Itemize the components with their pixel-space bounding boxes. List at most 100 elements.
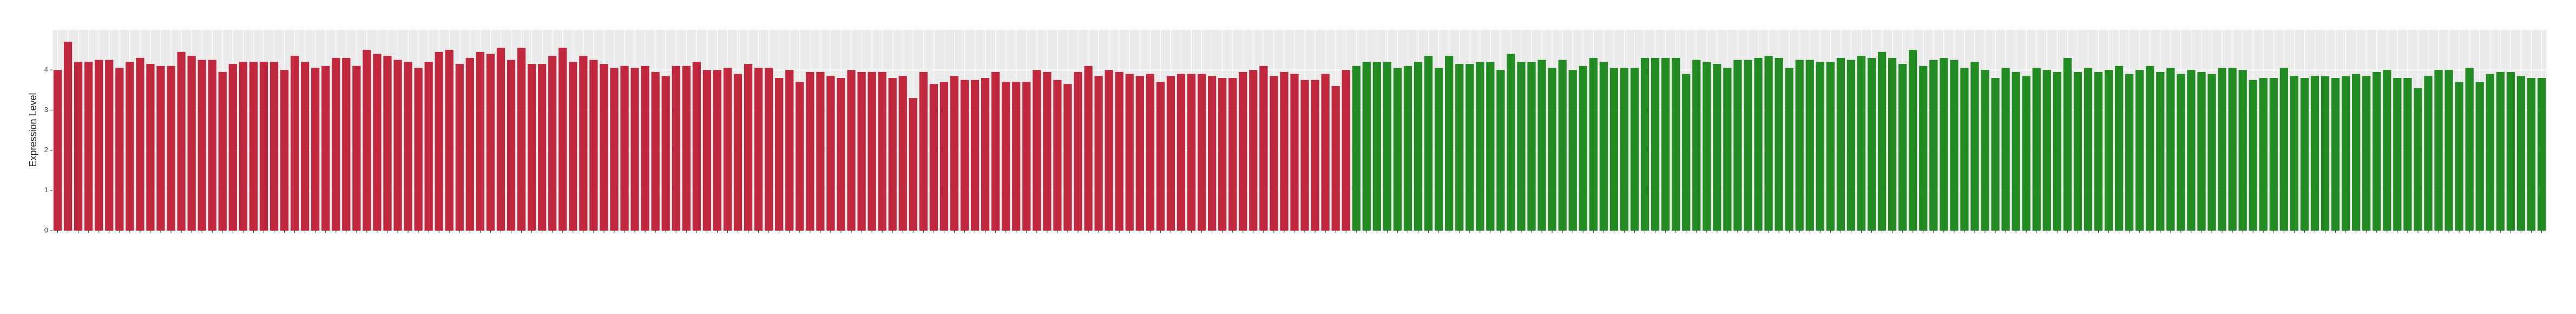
- bar: [342, 57, 351, 231]
- bar: [1630, 68, 1639, 231]
- bar: [960, 80, 969, 231]
- bar: [651, 71, 660, 231]
- bar: [2114, 66, 2124, 231]
- bar: [2352, 74, 2361, 231]
- bar: [909, 98, 917, 231]
- bar: [1063, 84, 1072, 231]
- bar: [1970, 62, 1979, 231]
- bar: [2393, 78, 2402, 231]
- bar: [713, 70, 722, 231]
- bar: [702, 70, 712, 231]
- bar: [1300, 80, 1309, 231]
- bar: [1867, 57, 1876, 231]
- bar: [1703, 62, 1711, 231]
- bar: [2022, 76, 2030, 231]
- bar: [2331, 78, 2340, 231]
- bar: [1609, 68, 1619, 231]
- bar: [826, 76, 835, 231]
- bar: [1383, 62, 1392, 231]
- bar: [1846, 60, 1856, 231]
- bar: [723, 68, 732, 231]
- bar: [2135, 70, 2144, 231]
- bar: [2465, 68, 2474, 231]
- bar: [1033, 70, 1041, 231]
- bar: [352, 66, 361, 231]
- bar: [517, 48, 526, 231]
- bar: [868, 71, 876, 231]
- bar: [1558, 60, 1567, 231]
- bar: [837, 78, 845, 231]
- bar: [476, 51, 485, 231]
- bar: [1156, 82, 1165, 231]
- bar: [2249, 80, 2257, 231]
- bar: [1960, 68, 1969, 231]
- bar: [1207, 76, 1217, 231]
- bar: [970, 80, 980, 231]
- bar: [1744, 60, 1752, 231]
- bar: [2207, 74, 2216, 231]
- bar: [1239, 71, 1247, 231]
- bar: [1012, 82, 1021, 231]
- bar: [1218, 78, 1227, 231]
- bar: [2475, 82, 2484, 231]
- bar: [2238, 70, 2247, 231]
- bar: [53, 70, 62, 231]
- bar: [620, 66, 629, 231]
- bar: [1445, 56, 1454, 231]
- bar: [198, 60, 206, 231]
- bar: [2527, 78, 2536, 231]
- bar: [2506, 71, 2515, 231]
- bar: [2341, 76, 2350, 231]
- bar: [569, 62, 577, 231]
- bar: [600, 64, 608, 231]
- bar: [1898, 64, 1907, 231]
- bar: [1146, 74, 1154, 231]
- bar: [321, 66, 330, 231]
- bar: [2042, 70, 2051, 231]
- y-tick-label: 1: [44, 186, 48, 194]
- bar: [1177, 74, 1186, 231]
- bar: [2156, 71, 2165, 231]
- bar: [1651, 57, 1660, 231]
- bar: [2373, 71, 2381, 231]
- bar: [84, 62, 93, 231]
- bar: [95, 60, 103, 231]
- bar: [1466, 64, 1474, 231]
- bar: [228, 64, 237, 231]
- bar: [1249, 70, 1258, 231]
- bar: [2187, 70, 2196, 231]
- bar: [332, 57, 340, 231]
- bar: [2383, 70, 2391, 231]
- bar: [1816, 62, 1824, 231]
- bar: [641, 66, 649, 231]
- bar: [2032, 68, 2041, 231]
- bar: [1950, 60, 1959, 231]
- bar: [424, 62, 433, 231]
- bar: [765, 68, 773, 231]
- bar: [373, 54, 382, 231]
- bar: [1713, 64, 1721, 231]
- bar: [991, 71, 1000, 231]
- bar: [2166, 68, 2175, 231]
- bar: [610, 68, 619, 231]
- y-tick-label: 2: [44, 146, 48, 154]
- bar: [733, 74, 742, 231]
- bar: [1579, 66, 1587, 231]
- bar: [486, 54, 495, 231]
- bar: [1692, 60, 1701, 231]
- bar: [63, 42, 73, 231]
- bar: [1053, 80, 1062, 231]
- bar: [1362, 62, 1371, 231]
- bar: [682, 66, 691, 231]
- bar: [672, 66, 680, 231]
- bar: [136, 57, 144, 231]
- bar: [2290, 76, 2299, 231]
- bar: [1507, 54, 1515, 231]
- bar: [1166, 76, 1175, 231]
- bar: [1094, 76, 1103, 231]
- bar: [1321, 74, 1330, 231]
- bar: [548, 56, 557, 231]
- bar: [1352, 66, 1361, 231]
- bar: [249, 62, 258, 231]
- bar: [1197, 74, 1206, 231]
